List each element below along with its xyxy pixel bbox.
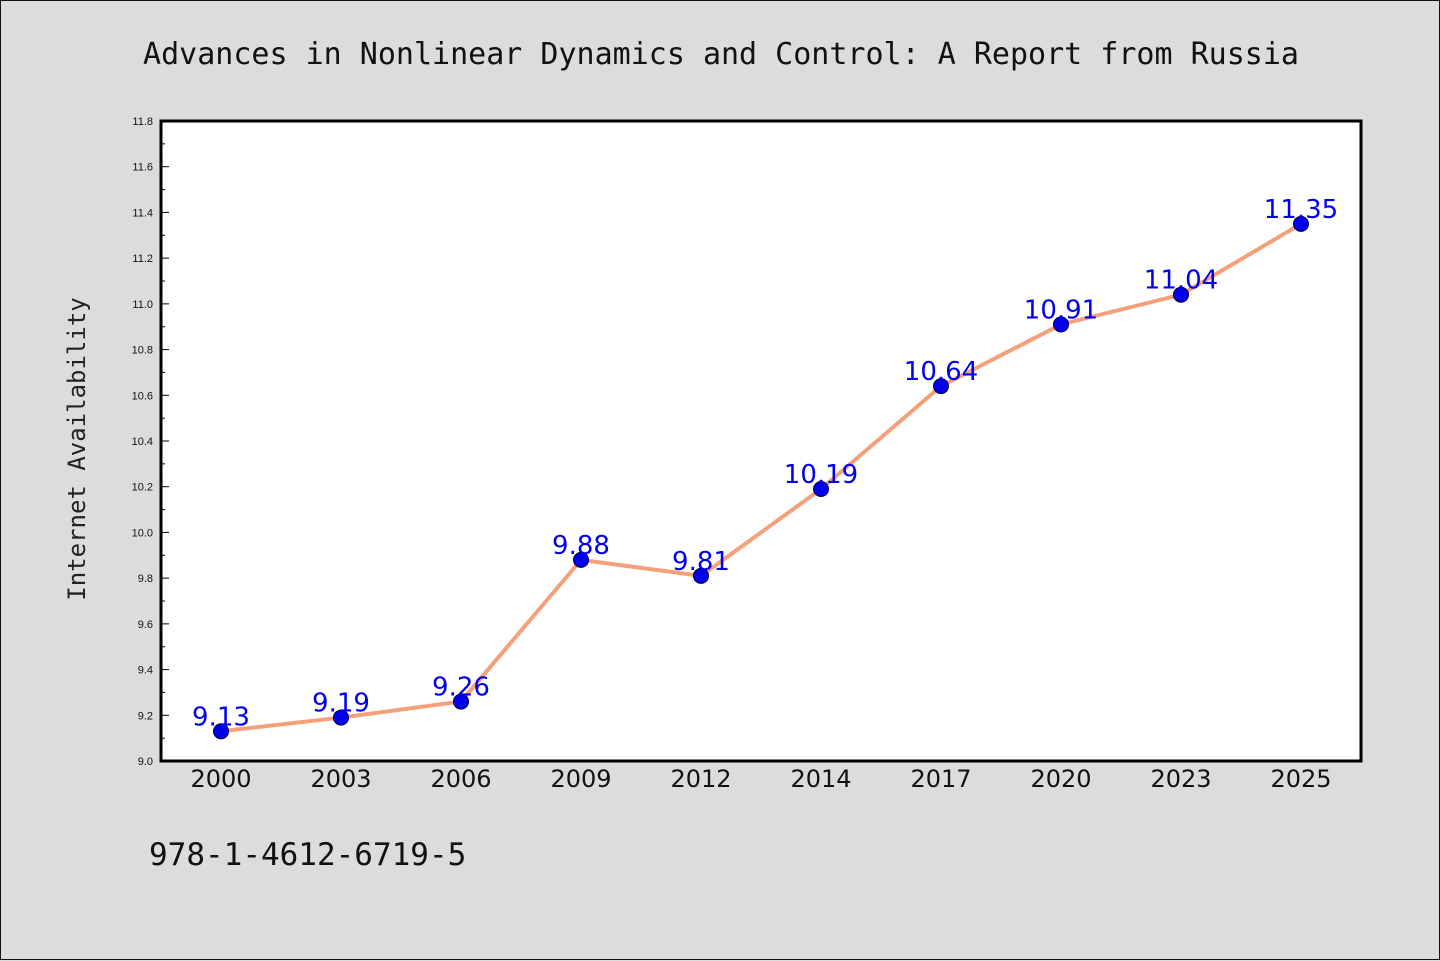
y-tick-label: 11.2 xyxy=(132,253,153,265)
data-label: 9.88 xyxy=(552,531,610,561)
x-tick-label: 2006 xyxy=(430,765,491,793)
data-point xyxy=(813,481,829,497)
data-label: 9.13 xyxy=(192,702,250,732)
data-point xyxy=(1293,215,1309,232)
y-tick-label: 10.0 xyxy=(132,527,153,539)
series-group: 9.13 9.19 9.26 9.88 9.81 10.19 10.64 10.91 11.04… xyxy=(192,195,1338,740)
y-axis: 9.0 9.2 9.4 9.6 9.8 10.0 10.2 10.4 10.6 10.8 11.0 1… xyxy=(132,116,169,768)
x-tick-label: 2025 xyxy=(1270,765,1331,793)
data-point xyxy=(213,723,229,740)
y-tick-label: 11.8 xyxy=(132,116,153,128)
x-tick-label: 2023 xyxy=(1150,765,1211,793)
data-point xyxy=(693,567,709,584)
y-tick-label: 10.8 xyxy=(132,345,153,357)
y-tick-label: 11.0 xyxy=(132,299,153,311)
y-tick-label: 11.4 xyxy=(132,207,153,219)
data-label: 10.19 xyxy=(784,460,858,490)
data-point xyxy=(333,709,349,726)
y-tick-label: 10.4 xyxy=(132,436,153,448)
chart-title: Advances in Nonlinear Dynamics and Contr… xyxy=(143,37,1299,72)
data-point xyxy=(1053,316,1069,333)
x-tick-label: 2003 xyxy=(310,765,371,793)
y-tick-label: 9.8 xyxy=(138,573,153,585)
data-label: 10.91 xyxy=(1024,295,1098,325)
data-label: 11.35 xyxy=(1264,195,1338,225)
data-point xyxy=(453,693,469,710)
x-tick-label: 2009 xyxy=(550,765,611,793)
data-point xyxy=(933,378,949,395)
y-tick-label: 10.6 xyxy=(132,390,153,402)
y-tick-label: 9.2 xyxy=(138,710,153,722)
data-point xyxy=(1173,286,1189,303)
y-axis-label: Internet Availability xyxy=(63,297,91,600)
data-label: 9.26 xyxy=(432,673,490,703)
x-tick-label: 2000 xyxy=(190,765,251,793)
data-label: 11.04 xyxy=(1144,266,1218,296)
series-line xyxy=(219,221,1303,734)
y-tick-label: 9.0 xyxy=(138,756,153,768)
x-tick-label: 2017 xyxy=(910,765,971,793)
data-label: 9.19 xyxy=(312,689,370,719)
y-tick-label: 9.6 xyxy=(138,619,153,631)
x-axis: 2000 2003 2006 2009 2012 2014 2017 2020 2023 2025 xyxy=(190,765,1331,793)
plot-area xyxy=(159,119,1363,763)
x-tick-label: 2020 xyxy=(1030,765,1091,793)
data-label: 10.64 xyxy=(904,357,978,387)
data-point xyxy=(573,551,589,568)
y-tick-label: 9.4 xyxy=(138,665,153,677)
x-tick-label: 2012 xyxy=(670,765,731,793)
x-tick-label: 2014 xyxy=(790,765,851,793)
y-tick-label: 10.2 xyxy=(132,482,153,494)
y-tick-label: 11.6 xyxy=(132,162,153,174)
footer-isbn: 978-1-4612-6719-5 xyxy=(149,837,466,873)
data-label: 9.81 xyxy=(672,547,730,577)
